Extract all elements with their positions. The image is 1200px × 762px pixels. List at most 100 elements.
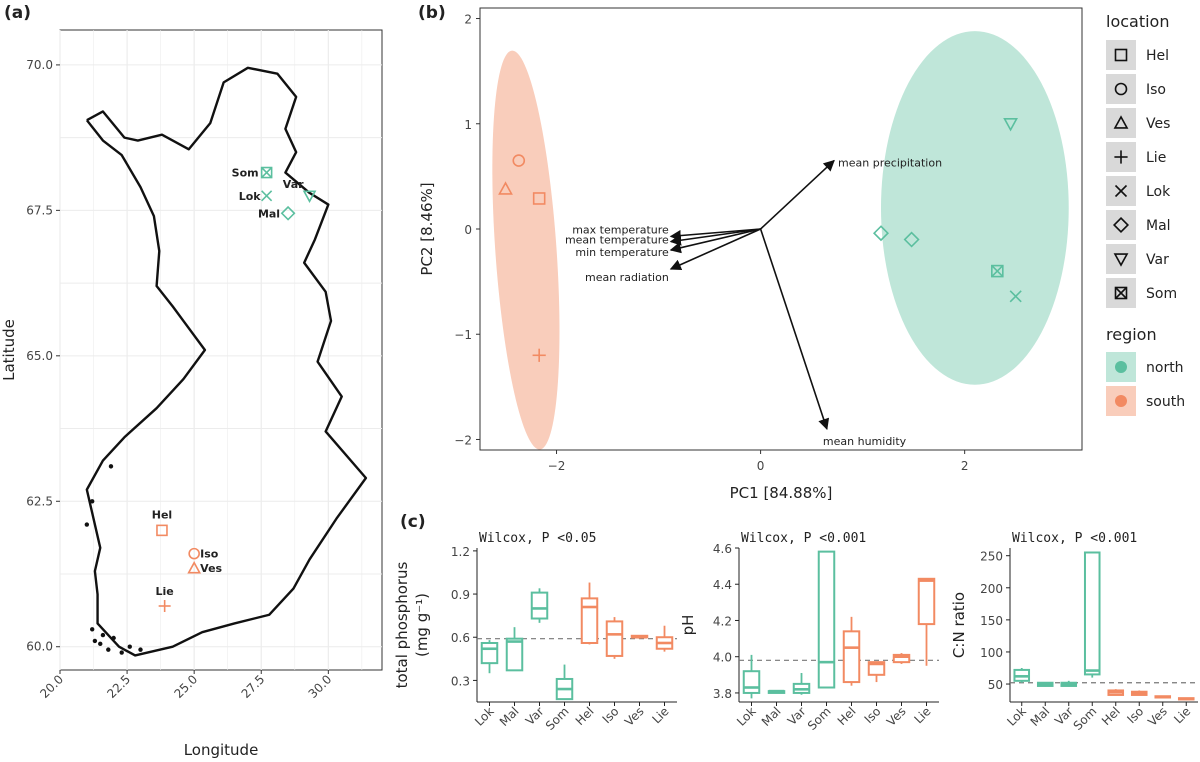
island (119, 650, 124, 655)
x-tick-label: Iso (600, 704, 622, 726)
box-iso (1130, 690, 1148, 696)
x-tick-label: Som (805, 704, 834, 733)
legend-key (1106, 74, 1136, 104)
pca-point-som (991, 264, 1004, 278)
legend-marker-iso (1114, 82, 1128, 96)
legend-label: Hel (1146, 48, 1169, 64)
legend-label: Ves (1146, 116, 1170, 132)
loading-arrow (669, 228, 761, 242)
x-tick-label: Lok (472, 704, 497, 729)
x-tick-label: Lie (911, 704, 933, 726)
legend-location-title: location (1106, 12, 1169, 31)
y-tick-label: 0 (464, 223, 472, 237)
legend-marker-lie (1114, 150, 1128, 164)
box-body (742, 670, 761, 694)
pca-point-lok (1009, 290, 1022, 303)
y-tick-label: 50 (988, 678, 1003, 692)
x-tick-label: −2 (548, 459, 566, 473)
y-tick-label: 4.0 (713, 651, 732, 665)
x-tick-label: Ves (884, 704, 909, 729)
x-tick-label: 0 (757, 459, 765, 473)
pca-point-hel (532, 192, 546, 205)
box-mal (505, 627, 524, 672)
y-axis-title: pH (679, 615, 697, 636)
y-tick-label: 67.5 (26, 203, 53, 217)
legend: location Hel Iso Ves Lie Lok Mal Var Som region no… (1106, 12, 1185, 416)
legend-label: north (1146, 360, 1184, 376)
x-tick-label: 22.5 (104, 672, 133, 701)
wilcox-title: Wilcox, P <0.001 (1012, 531, 1137, 546)
panel-label-a: (a) (4, 3, 31, 23)
y-axis-unit: (mg g⁻¹) (413, 593, 431, 657)
box-body (817, 550, 836, 689)
island (98, 641, 103, 647)
x-tick-label: Lie (1171, 704, 1193, 726)
site-label: Hel (152, 508, 172, 521)
box-body (842, 630, 861, 684)
site-label: Lok (239, 190, 262, 203)
box-body (505, 637, 524, 672)
y-tick-label: 0.6 (451, 631, 470, 645)
site-label: Ves (200, 562, 222, 575)
x-tick-label: Lok (734, 704, 759, 729)
legend-marker-var (1113, 253, 1129, 267)
legend-marker-ves (1113, 115, 1129, 129)
y-axis-title: total phosphorus (393, 561, 411, 688)
site-marker-var (302, 190, 317, 203)
box-som (1083, 551, 1101, 678)
y-tick-label: 200 (980, 582, 1003, 596)
legend-dot-north (1115, 361, 1127, 373)
island (90, 499, 95, 504)
box-mal (767, 689, 786, 694)
site-marker-mal (280, 205, 296, 221)
island (100, 632, 106, 638)
site-marker-ves (187, 561, 202, 574)
legend-label: Som (1146, 286, 1177, 302)
pca-point-lie (532, 348, 546, 362)
box-hel (842, 616, 861, 686)
panel-label-c: (c) (400, 512, 426, 532)
loading-arrow (759, 228, 830, 431)
box-ves (630, 634, 649, 639)
box-body (917, 577, 936, 626)
y-tick-label: 1.2 (451, 545, 470, 559)
box-lie (917, 577, 936, 666)
box-body (605, 620, 624, 657)
box-lok (1013, 667, 1031, 683)
finland-outline (85, 66, 368, 657)
x-tick-label: Iso (1124, 704, 1146, 726)
legend-label: Var (1146, 252, 1169, 268)
y-tick-label: 3.8 (713, 687, 732, 701)
x-tick-label: Ves (622, 704, 647, 729)
box-body (1083, 551, 1101, 676)
box-lie (655, 625, 674, 652)
box-hel (1107, 689, 1125, 696)
box-body (892, 653, 911, 664)
x-tick-label: Mal (759, 704, 784, 729)
y-tick-label: 150 (980, 614, 1003, 628)
loading-arrow (760, 159, 835, 230)
x-tick-label: 20.0 (37, 672, 66, 701)
box-var (530, 588, 549, 623)
y-tick-label: 4.4 (713, 578, 732, 592)
x-axis-title: Longitude (184, 741, 259, 759)
x-tick-label: Som (1071, 704, 1100, 733)
y-tick-label: 1 (464, 118, 472, 132)
y-axis-title: C:N ratio (950, 592, 968, 658)
box-som (817, 550, 836, 689)
box-body (580, 597, 599, 644)
legend-key (1106, 40, 1136, 70)
y-tick-label: 0.3 (451, 674, 470, 688)
x-tick-label: Mal (497, 704, 522, 729)
y-tick-label: 70.0 (26, 58, 53, 72)
site-marker-iso (188, 547, 200, 560)
site-label: Som (232, 167, 259, 180)
legend-label: south (1146, 394, 1185, 410)
x-tick-label: Mal (1028, 704, 1053, 729)
legend-marker-som (1114, 286, 1128, 300)
loading-arrow (669, 228, 761, 254)
ellipse-south (492, 50, 560, 450)
x-tick-label: Hel (573, 704, 597, 728)
